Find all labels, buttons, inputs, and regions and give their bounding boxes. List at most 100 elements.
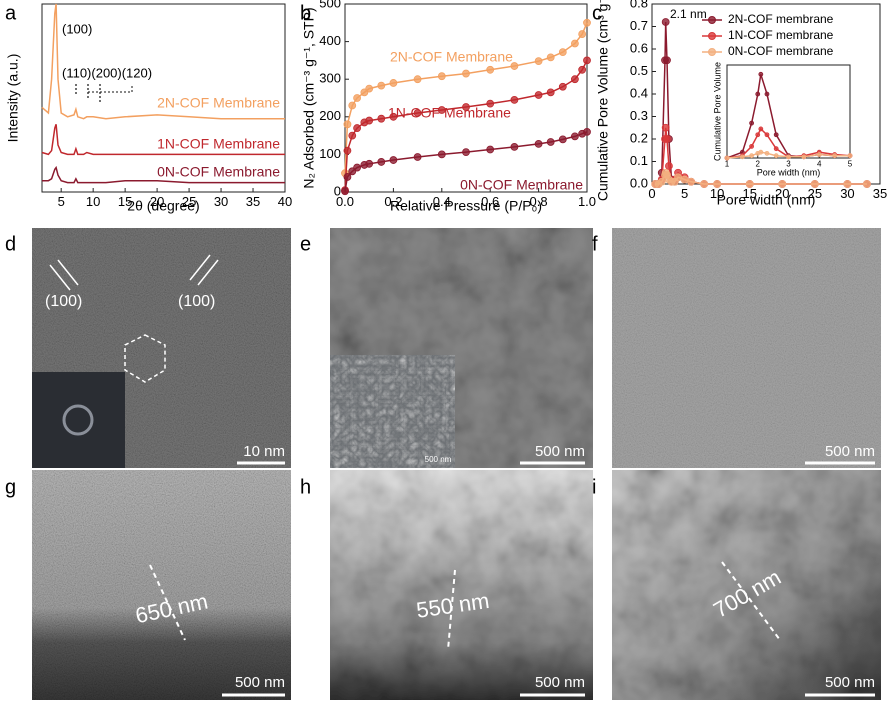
data-point (389, 79, 398, 87)
x-tick-label: 10 (86, 194, 100, 209)
x-tick-label: 5 (848, 160, 853, 169)
image-label: 500 nm (235, 674, 285, 691)
data-point (674, 173, 682, 182)
x-tick-label: 0 (648, 186, 655, 201)
data-point (764, 132, 770, 138)
data-point (348, 131, 357, 140)
x-tick-label: 30 (214, 194, 228, 209)
data-point (437, 150, 446, 159)
data-point (755, 132, 761, 138)
data-point (773, 153, 779, 159)
series-label: 0N-COF Membrane (460, 177, 583, 193)
data-point (510, 142, 519, 151)
data-point (486, 99, 495, 108)
data-point (413, 75, 422, 84)
data-point (462, 103, 470, 111)
data-point (739, 154, 745, 160)
data-point (534, 91, 543, 99)
data-point (801, 154, 807, 160)
data-point (571, 132, 579, 141)
data-point (348, 101, 357, 110)
panel-letter: d (5, 233, 16, 255)
x-tick-label: 0.4 (433, 194, 451, 209)
data-point (749, 143, 754, 149)
x-tick-label: 15 (118, 194, 132, 209)
series-label: 2N-COF Membrane (390, 49, 513, 65)
x-tick-label: 0.2 (384, 194, 402, 209)
panel-letter: a (5, 2, 17, 24)
x-tick-label: 5 (58, 194, 65, 209)
data-point (437, 106, 446, 114)
series-label: 2N-COF Membrane (157, 95, 280, 111)
image-label: 500 nm (425, 455, 452, 464)
data-point (413, 109, 422, 117)
data-point (713, 180, 722, 188)
image-label: 500 nm (825, 674, 875, 691)
x-tick-label: 20 (775, 186, 789, 201)
image-label: 500 nm (535, 674, 585, 691)
data-point (764, 150, 770, 156)
annotation: (100) (62, 21, 92, 36)
data-point (810, 180, 819, 188)
panel-letter: g (5, 476, 16, 498)
data-point (546, 88, 555, 97)
data-point (353, 124, 362, 132)
legend-marker (708, 32, 716, 40)
cross-section (32, 470, 291, 700)
data-point (700, 180, 709, 188)
x-axis-label: 2θ (degree) (127, 198, 199, 214)
data-point (578, 65, 587, 74)
x-tick-label: 3 (786, 160, 791, 169)
x-tick-label: 15 (742, 186, 756, 201)
data-point (389, 156, 398, 164)
data-point (510, 62, 519, 70)
data-point (758, 71, 764, 77)
panel-letter: f (592, 233, 598, 255)
y-tick-label: 0 (334, 183, 341, 198)
data-point (437, 72, 446, 81)
panel-letter: b (300, 2, 311, 24)
data-point (773, 146, 779, 152)
x-tick-label: 5 (681, 186, 688, 201)
data-point (353, 94, 362, 102)
panel-letter: i (592, 476, 596, 498)
y-tick-label: 0.2 (630, 130, 648, 145)
x-tick-label: 25 (182, 194, 196, 209)
y-tick-label: 300 (319, 71, 341, 86)
data-point (546, 53, 555, 62)
x-tick-label: 0.6 (481, 194, 499, 209)
data-point (365, 159, 374, 168)
series-line (344, 60, 588, 191)
legend-marker (708, 48, 716, 56)
x-tick-label: 0.0 (336, 194, 354, 209)
data-point (749, 120, 754, 126)
data-point (687, 177, 695, 186)
y-axis-label: Intensity (a.u.) (5, 54, 21, 143)
y-tick-label: 0.3 (630, 108, 648, 123)
data-point (571, 75, 579, 84)
legend-label: 1N-COF membrane (728, 28, 834, 42)
x-tick-label: 35 (246, 194, 260, 209)
data-point (486, 65, 495, 74)
data-point (816, 152, 822, 157)
data-point (343, 173, 352, 181)
data-point (571, 39, 579, 48)
data-point (462, 69, 470, 78)
data-point (786, 154, 791, 160)
data-point (680, 175, 689, 184)
legend-label: 0N-COF membrane (728, 44, 834, 58)
y-tick-label: 0.1 (630, 153, 648, 168)
plot-frame (726, 64, 851, 159)
image-label: (100) (45, 293, 82, 310)
x-tick-label: 35 (873, 186, 887, 201)
y-tick-label: 0.5 (630, 63, 648, 78)
data-point (663, 135, 671, 143)
x-tick-label: 40 (278, 194, 292, 209)
y-tick-label: 0.7 (630, 18, 648, 33)
data-point (724, 155, 730, 161)
x-tick-label: 4 (817, 160, 822, 169)
series-line (42, 165, 285, 184)
lattice-marker (57, 259, 79, 286)
y-tick-label: 0.4 (630, 85, 648, 100)
data-point (749, 153, 754, 159)
